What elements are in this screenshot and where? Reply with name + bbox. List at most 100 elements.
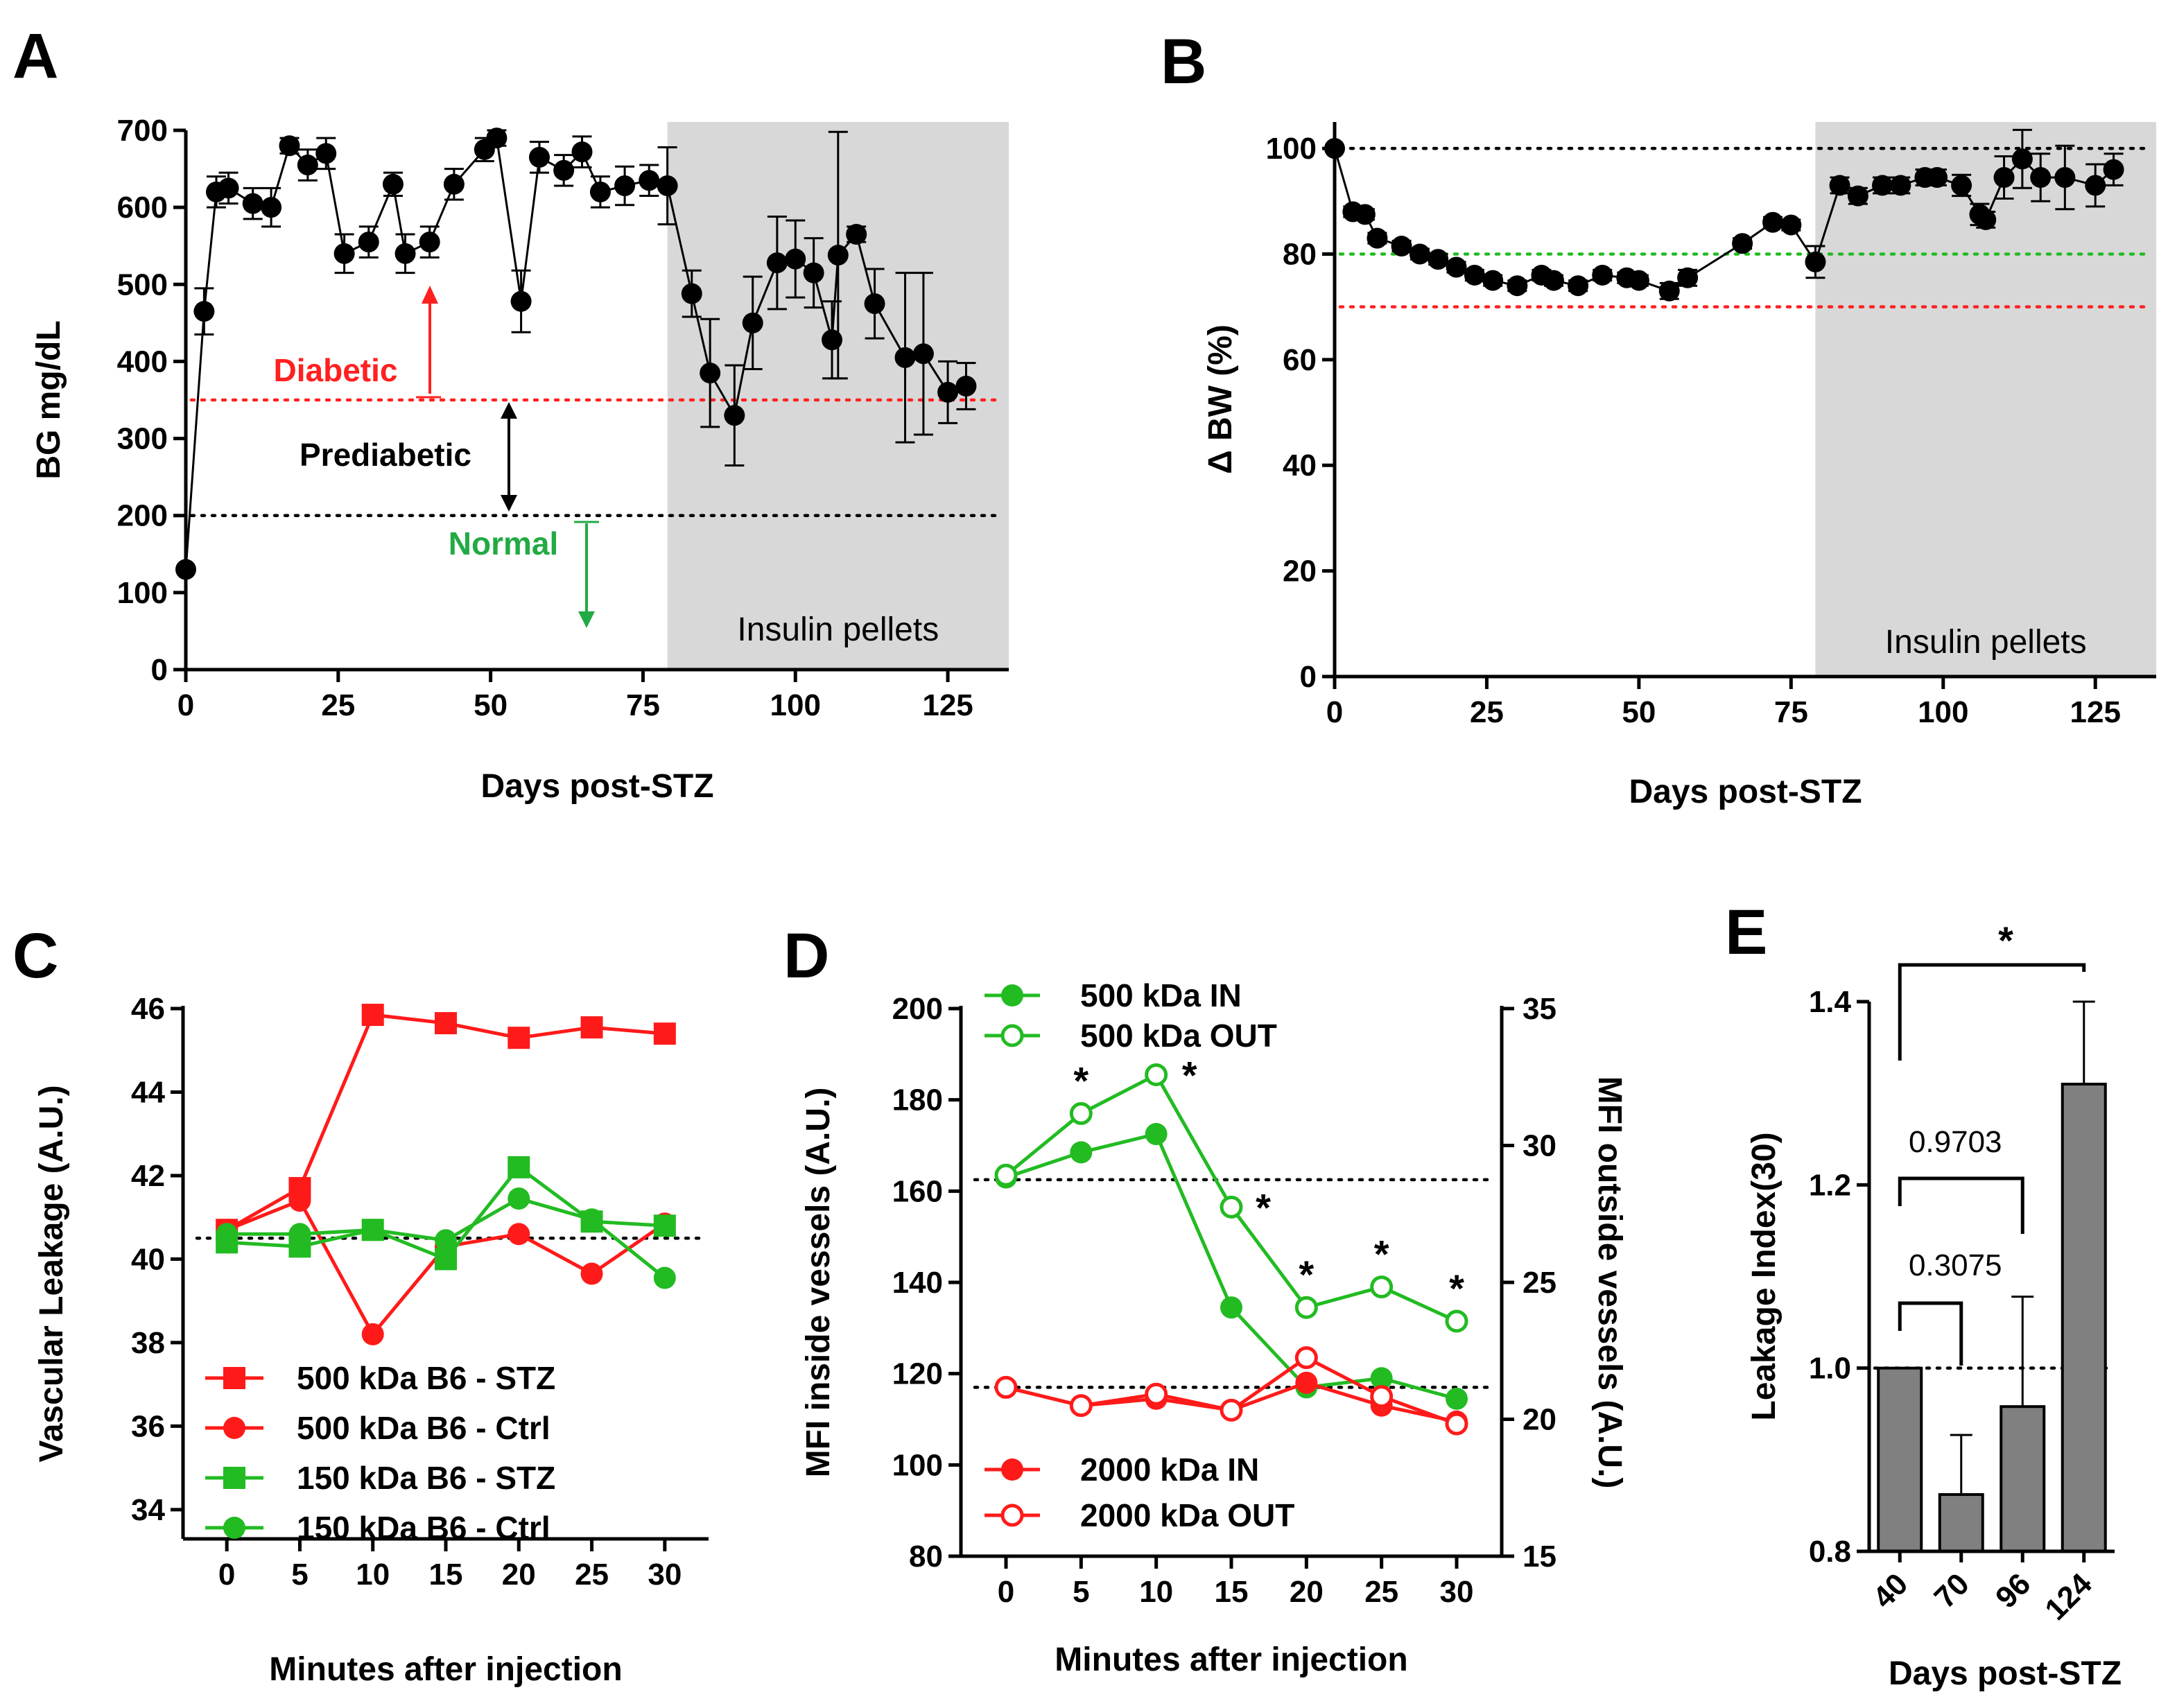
- data-point: [894, 347, 916, 368]
- panel-d-x-axis-label: Minutes after injection: [1055, 1641, 1407, 1678]
- data-point: [1805, 251, 1826, 272]
- x-tick-label: 124: [2038, 1567, 2099, 1627]
- legend-marker: [1000, 1024, 1024, 1047]
- x-tick-label: 25: [1470, 695, 1504, 729]
- data-point: [486, 128, 508, 149]
- x-tick-label: 50: [474, 688, 508, 722]
- data-point: [724, 405, 745, 426]
- data-point: [1070, 1141, 1093, 1164]
- comparison-label: 0.3075: [1909, 1248, 2002, 1282]
- diabetic-label: Diabetic: [274, 352, 398, 388]
- data-point: [1367, 227, 1388, 249]
- y-tick-label: 80: [909, 1540, 943, 1574]
- data-point: [994, 1375, 1018, 1399]
- data-point: [315, 143, 337, 164]
- data-point: [1993, 167, 2015, 188]
- data-point: [1428, 249, 1449, 270]
- data-point: [1482, 270, 1504, 291]
- legend-label: 2000 kDa IN: [1080, 1452, 1259, 1488]
- data-point: [1780, 214, 1802, 236]
- data-point: [288, 1223, 311, 1246]
- legend-label: 500 kDa OUT: [1080, 1018, 1277, 1054]
- legend-marker: [223, 1417, 245, 1439]
- y-tick-label: 60: [1283, 343, 1317, 377]
- data-point: [1677, 267, 1699, 288]
- panel-d: D * * * * * * 80 100 120 140 160 180 200 0 5 10 15 20 25 3…: [783, 921, 1628, 1678]
- panel-b-x-axis-label: Days post-STZ: [1629, 774, 1862, 810]
- comparison-label: *: [1998, 918, 2013, 962]
- significance-star: *: [1374, 1232, 1389, 1276]
- data-point: [443, 173, 465, 195]
- bar-124: [2061, 1082, 2107, 1553]
- x-tick-label: 125: [2070, 695, 2121, 729]
- x-tick-label: 0: [177, 688, 194, 722]
- data-point: [580, 1016, 603, 1039]
- y-tick-label: 1.2: [1809, 1168, 1851, 1202]
- legend-marker: [223, 1367, 245, 1389]
- data-point: [1220, 1296, 1242, 1319]
- significance-star: *: [1449, 1266, 1464, 1310]
- data-point: [700, 363, 721, 384]
- data-point: [1370, 1367, 1393, 1390]
- y-tick-label: 0: [151, 653, 168, 687]
- y-tick-label: 44: [131, 1075, 165, 1109]
- y-tick-label: 500: [117, 268, 168, 302]
- panel-b-shaded-region: [1815, 122, 2156, 677]
- data-point: [1464, 264, 1485, 286]
- x-tick-label: 30: [648, 1558, 682, 1592]
- x-tick-label: 0: [998, 1575, 1014, 1609]
- right-y-tick-label: 30: [1523, 1129, 1556, 1163]
- legend-marker: [1001, 984, 1023, 1007]
- panel-a-thresholds: [189, 398, 1004, 517]
- y-tick-label: 160: [892, 1174, 943, 1208]
- data-point: [216, 1223, 238, 1246]
- data-point: [1370, 1275, 1394, 1299]
- significance-star: *: [1182, 1053, 1197, 1097]
- data-point: [742, 312, 763, 333]
- data-point: [681, 283, 702, 304]
- panel-a-series: [175, 128, 977, 580]
- data-point: [1658, 280, 1680, 302]
- data-point: [1409, 243, 1430, 265]
- legend-marker: [1001, 1458, 1023, 1481]
- x-tick-label: 40: [1866, 1567, 1914, 1614]
- x-tick-label: 25: [1364, 1575, 1398, 1609]
- y-tick-label: 180: [892, 1083, 943, 1117]
- data-point: [261, 197, 282, 218]
- data-point: [1847, 185, 1868, 207]
- y-tick-label: 1.4: [1809, 985, 1852, 1019]
- data-point: [937, 381, 959, 403]
- bg-line: [184, 136, 966, 570]
- panel-d-axes: 80 100 120 140 160 180 200 0 5 10 15 20 25 30 15 20 25 30…: [892, 992, 1556, 1609]
- y-tick-label: 46: [131, 992, 165, 1026]
- data-point: [1446, 256, 1467, 278]
- panel-d-reference-lines: [973, 1178, 1497, 1389]
- x-tick-label: 20: [502, 1558, 536, 1592]
- data-point: [994, 1163, 1018, 1187]
- data-point: [827, 245, 849, 266]
- data-point: [1872, 175, 1893, 196]
- data-point: [1145, 1063, 1168, 1086]
- panel-e-y-axis-label: Leakage Index(30): [1746, 1132, 1783, 1420]
- data-point: [803, 262, 824, 284]
- panel-b-shaded-label: Insulin pellets: [1885, 624, 2087, 661]
- data-point: [1391, 236, 1412, 257]
- panel-d-right-y-axis-label: MFI outside vessels (A.U.): [1591, 1077, 1628, 1489]
- data-point: [1543, 270, 1564, 291]
- data-point: [1507, 275, 1528, 297]
- panel-c-x-axis-label: Minutes after injection: [269, 1651, 622, 1688]
- y-tick-label: 0: [1300, 660, 1317, 694]
- bar-96: [2000, 1405, 2046, 1553]
- data-point: [508, 1027, 530, 1049]
- data-point: [1370, 1385, 1394, 1409]
- data-point: [653, 1214, 676, 1237]
- panel-b: B Insulin pellets 0 20 40 60 80 100 0 25 50 75 100…: [1161, 26, 2156, 810]
- data-point: [508, 1156, 530, 1178]
- x-tick-label: 50: [1622, 695, 1656, 729]
- comparison-bracket: [1898, 1301, 1963, 1366]
- data-point: [382, 173, 404, 195]
- data-point: [333, 243, 355, 264]
- data-point: [193, 301, 215, 322]
- diabetic-arrowhead: [422, 286, 438, 304]
